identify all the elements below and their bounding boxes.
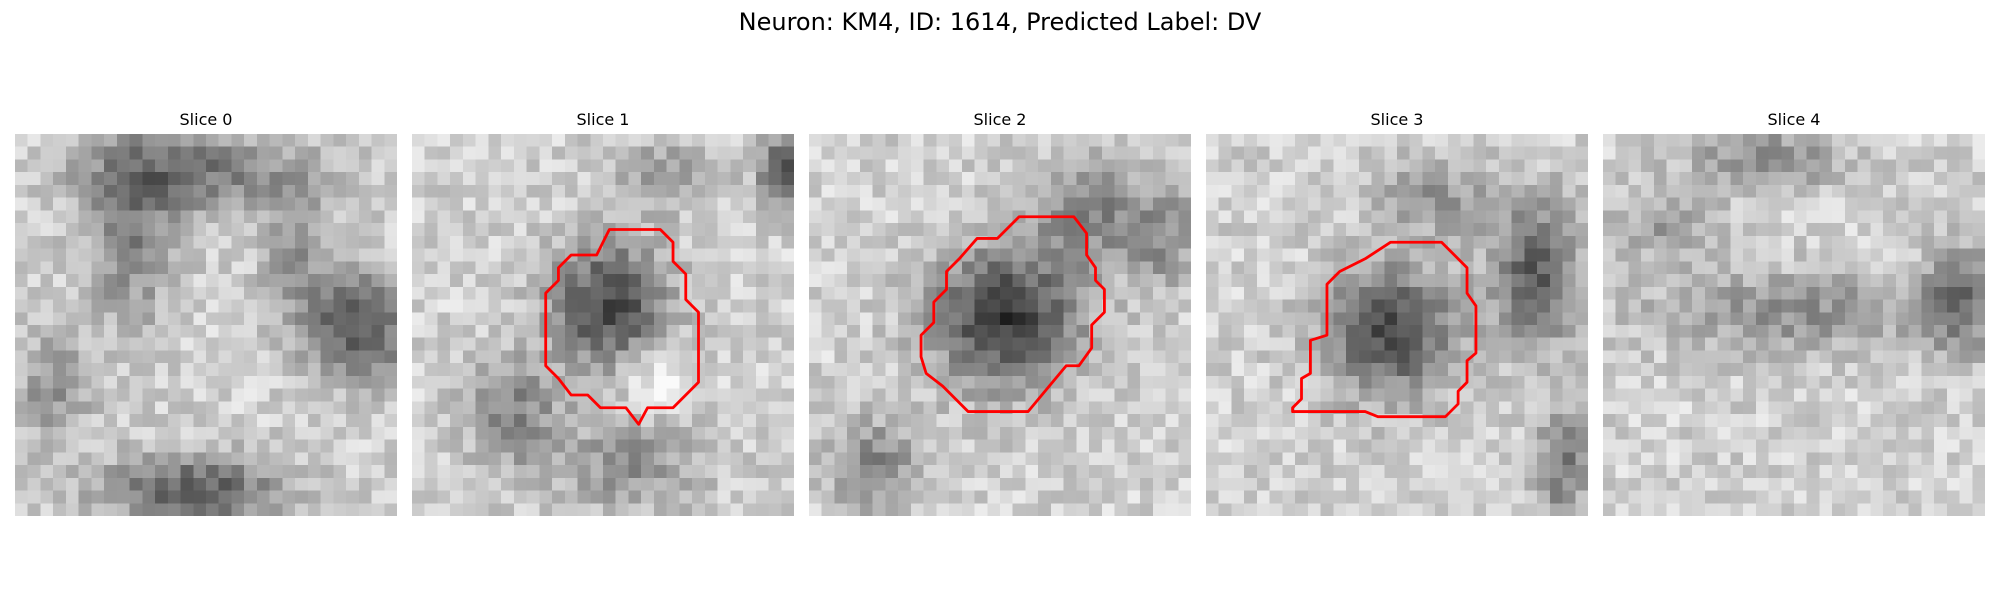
microscopy-image — [809, 134, 1191, 516]
microscopy-image — [1206, 134, 1588, 516]
slice-title: Slice 3 — [1370, 110, 1424, 129]
slice-panel: Slice 4 — [1603, 110, 1985, 520]
slice-title: Slice 0 — [179, 110, 233, 129]
microscopy-image — [1603, 134, 1985, 516]
roi-contour — [919, 215, 1106, 413]
slice-panel: Slice 0 — [15, 110, 397, 520]
slice-title: Slice 1 — [576, 110, 630, 129]
slice-panel: Slice 3 — [1206, 110, 1588, 520]
slice-title: Slice 2 — [973, 110, 1027, 129]
roi-contour — [1291, 240, 1478, 419]
microscopy-image — [15, 134, 397, 516]
figure-title: Neuron: KM4, ID: 1614, Predicted Label: … — [738, 8, 1262, 36]
slice-panel: Slice 1 — [412, 110, 794, 520]
slice-title: Slice 4 — [1767, 110, 1821, 129]
slice-panel: Slice 2 — [809, 110, 1191, 520]
roi-contour — [544, 228, 700, 426]
microscopy-image — [412, 134, 794, 516]
